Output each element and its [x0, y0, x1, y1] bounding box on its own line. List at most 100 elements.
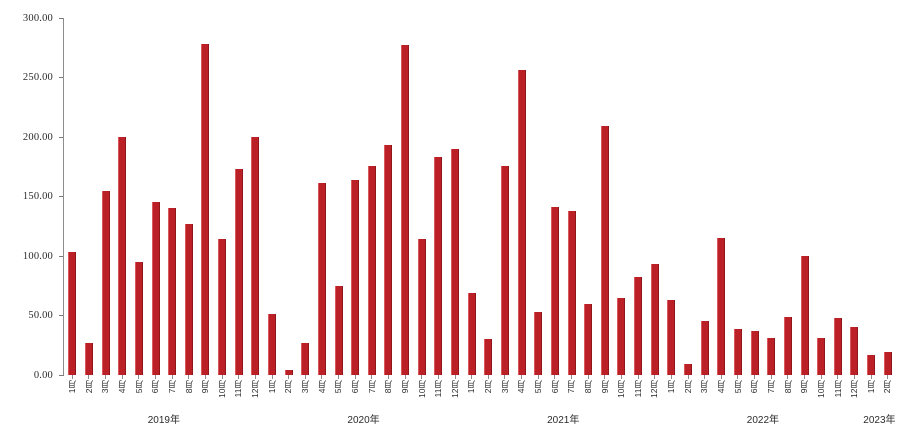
x-axis-label-slot: 9月	[197, 380, 214, 406]
bar[interactable]	[384, 145, 393, 375]
bar[interactable]	[617, 297, 626, 375]
bar[interactable]	[484, 339, 493, 375]
x-axis-tick	[530, 375, 547, 380]
bar[interactable]	[783, 316, 792, 375]
bar-slot	[879, 18, 896, 375]
bar[interactable]	[817, 338, 826, 375]
x-axis-label-slot: 5月	[330, 380, 347, 406]
x-axis-tick-mark	[88, 375, 90, 379]
bar[interactable]	[700, 321, 709, 375]
bar[interactable]	[184, 223, 193, 375]
bar-slot	[863, 18, 880, 375]
bar-slot	[813, 18, 830, 375]
x-axis-label-slot: 4月	[513, 380, 530, 406]
x-axis-tick	[64, 375, 81, 380]
bar-slot	[447, 18, 464, 375]
bar[interactable]	[584, 303, 593, 375]
bar[interactable]	[733, 328, 742, 375]
bar[interactable]	[567, 210, 576, 375]
x-axis-month-label: 10月	[416, 380, 427, 398]
bar[interactable]	[550, 207, 559, 375]
bar[interactable]	[833, 317, 842, 375]
bar[interactable]	[417, 239, 426, 375]
x-axis-tick	[397, 375, 414, 380]
bar[interactable]	[684, 364, 693, 375]
bar[interactable]	[500, 165, 509, 375]
x-axis-tick	[863, 375, 880, 380]
bar[interactable]	[134, 261, 143, 375]
bar[interactable]	[317, 183, 326, 375]
y-axis-tick-mark	[59, 77, 64, 78]
bar[interactable]	[800, 256, 809, 375]
x-axis-year-group: 2023年	[863, 411, 896, 431]
bar[interactable]	[667, 300, 676, 375]
bar[interactable]	[218, 239, 227, 375]
y-axis-tick-mark	[59, 136, 64, 138]
bar[interactable]	[351, 179, 360, 375]
bar[interactable]	[434, 157, 443, 375]
bar-slot	[247, 18, 264, 375]
bar[interactable]	[750, 330, 759, 375]
bar[interactable]	[234, 169, 243, 375]
x-axis-tick-mark	[587, 375, 589, 379]
bar[interactable]	[168, 208, 177, 375]
x-axis-tick	[347, 375, 364, 380]
bar[interactable]	[101, 190, 110, 375]
x-axis-month-label: 1月	[67, 380, 78, 394]
bar[interactable]	[867, 354, 876, 375]
bar-slot	[347, 18, 364, 375]
bar[interactable]	[534, 311, 543, 375]
bar[interactable]	[650, 264, 659, 375]
bar-slot	[280, 18, 297, 375]
x-axis-tick	[114, 375, 131, 380]
x-axis-year-groups: 2019年 2020年 2021年 2022年 2023年	[64, 411, 896, 431]
x-axis-month-label: 12月	[649, 380, 660, 398]
bar[interactable]	[451, 148, 460, 375]
plot-area	[64, 18, 896, 375]
bar-slot	[646, 18, 663, 375]
bar[interactable]	[767, 338, 776, 375]
bar[interactable]	[517, 70, 526, 375]
bar[interactable]	[251, 137, 260, 375]
bar[interactable]	[268, 314, 276, 375]
x-axis-tick-mark	[121, 375, 123, 379]
bar-slot	[597, 18, 614, 375]
x-axis-month-label: 10月	[616, 380, 627, 398]
y-axis-tick-label: 150.00	[22, 191, 53, 202]
bar[interactable]	[467, 292, 476, 375]
bar[interactable]	[284, 370, 293, 375]
x-axis-tick-mark	[670, 375, 672, 379]
x-axis-month-label: 3月	[100, 380, 111, 394]
x-axis-tick	[330, 375, 347, 380]
x-axis-tick-mark	[804, 375, 805, 379]
bar[interactable]	[850, 327, 859, 375]
x-axis-label-slot: 8月	[180, 380, 197, 406]
x-axis-tick	[413, 375, 430, 380]
bar[interactable]	[600, 126, 609, 375]
bar[interactable]	[301, 342, 310, 375]
bar[interactable]	[883, 352, 892, 375]
x-axis-tick	[580, 375, 597, 380]
x-axis-month-label: 11月	[233, 380, 244, 398]
x-axis-month-label: 7月	[765, 380, 776, 394]
bar[interactable]	[334, 285, 343, 375]
bar[interactable]	[84, 342, 93, 375]
x-axis-tick	[613, 375, 630, 380]
bar-slot	[297, 18, 314, 375]
bar[interactable]	[401, 45, 410, 375]
y-axis-tick: 0.00	[34, 368, 64, 382]
bar[interactable]	[367, 165, 376, 375]
x-axis-year-group: 2022年	[663, 411, 863, 431]
bar[interactable]	[634, 277, 643, 375]
x-axis-year-label: 2023年	[863, 415, 896, 426]
bar[interactable]	[151, 202, 160, 375]
x-axis-month-label: 4月	[116, 380, 127, 394]
bar[interactable]	[717, 238, 726, 375]
x-axis-month-label: 3月	[300, 380, 311, 394]
bar[interactable]	[201, 44, 210, 375]
x-axis-tick-mark	[421, 375, 423, 379]
bar[interactable]	[68, 252, 77, 375]
bar[interactable]	[118, 137, 127, 375]
x-axis-tick	[314, 375, 331, 380]
